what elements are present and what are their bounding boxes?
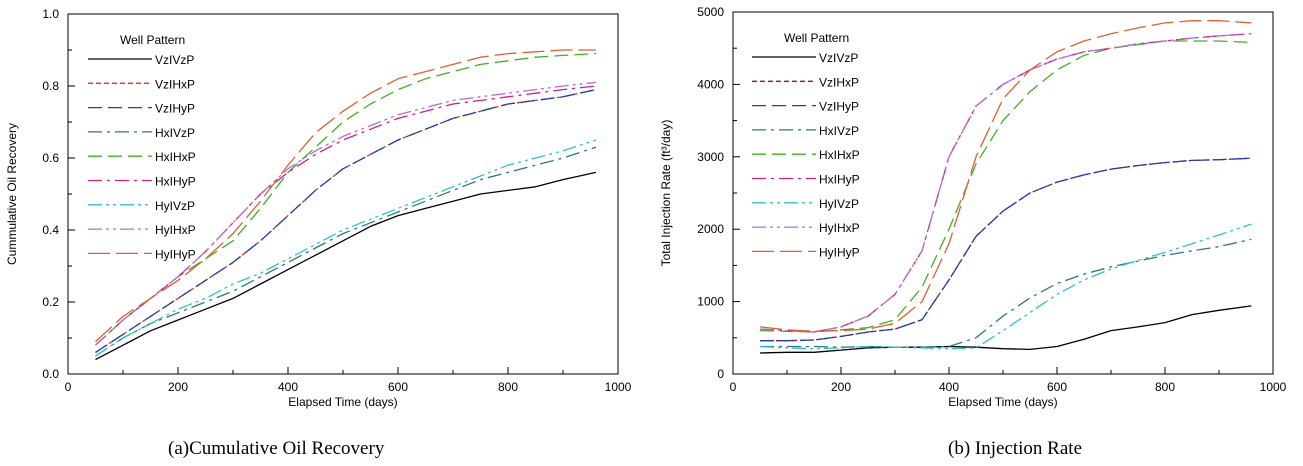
injection-legend-title: Well Pattern	[784, 31, 849, 45]
recovery-series-vzivzp	[95, 171, 597, 361]
injection-y-tick-label: 4000	[697, 77, 724, 91]
injection-series-vzihyp	[760, 157, 1252, 342]
recovery-series-hyihxp	[95, 81, 597, 346]
recovery-y-axis-title: Cummulative Oil Recovery	[5, 123, 19, 265]
recovery-chart: 0 200 400 600 800 1000 0.0 0.2 0.4 0.6 0.8 1.0 Elaps…	[5, 7, 632, 409]
caption-injection-rate: (b) Injection Rate	[948, 438, 1083, 459]
recovery-legend-label-hxihyp: HxIHyP	[155, 175, 196, 189]
recovery-x-axis-title: Elapsed Time (days)	[288, 395, 397, 409]
injection-x-tick-label: 1000	[1260, 380, 1287, 394]
injection-y-tick-label: 5000	[697, 5, 724, 19]
injection-x-axis-title: Elapsed Time (days)	[948, 395, 1057, 409]
recovery-y-tick-label: 1.0	[42, 7, 59, 21]
injection-x-tick-label: 200	[831, 380, 851, 394]
injection-series-hxivzp	[760, 238, 1252, 348]
recovery-legend-title: Well Pattern	[120, 33, 185, 47]
injection-legend-label-vzihyp: VzIHyP	[819, 100, 859, 114]
injection-x-tick-label: 800	[1155, 380, 1175, 394]
recovery-legend-label-hyihxp: HyIHxP	[155, 223, 196, 237]
injection-y-tick-label: 3000	[697, 150, 724, 164]
recovery-series-hxihyp	[95, 85, 597, 346]
recovery-legend-label-hxivzp: HxIVzP	[155, 126, 195, 140]
recovery-x-tick-label: 800	[498, 380, 518, 394]
injection-legend-label-hyivzp: HyIVzP	[819, 197, 859, 211]
injection-y-axis-title: Total Injection Rate (ft³/day)	[659, 120, 673, 267]
recovery-series-hyihyp	[95, 49, 596, 343]
injection-x-tick-label: 0	[730, 380, 737, 394]
recovery-y-tick-label: 0.6	[42, 151, 59, 165]
recovery-legend-label-hyihyp: HyIHyP	[155, 247, 196, 261]
injection-chart: 0 200 400 600 800 1000 0 1000 2000 3000 4000 5000 El…	[659, 5, 1287, 409]
caption-cumulative-oil-recovery: (a)Cumulative Oil Recovery	[168, 438, 385, 459]
injection-series-hyihyp	[759, 20, 1252, 332]
recovery-series-hxivzp	[95, 146, 597, 357]
injection-legend-label-vzihxp: VzIHxP	[819, 75, 859, 89]
recovery-y-tick-label: 0.8	[42, 79, 59, 93]
injection-x-tick-label: 600	[1047, 380, 1067, 394]
recovery-plot-frame	[67, 13, 619, 375]
recovery-series-hyivzp	[95, 139, 597, 357]
injection-x-tick-label: 400	[939, 380, 959, 394]
recovery-y-tick-label: 0.4	[42, 223, 59, 237]
injection-series-hyihxp	[759, 33, 1252, 333]
injection-y-tick-label: 0	[717, 367, 724, 381]
injection-y-tick-label: 2000	[697, 222, 724, 236]
injection-series-vzivzp	[759, 305, 1252, 354]
injection-legend-label-hxihyp: HxIHyP	[819, 173, 860, 187]
recovery-legend-label-vzihyp: VzIHyP	[155, 102, 195, 116]
injection-legend-label-hxihxp: HxIHxP	[819, 148, 860, 162]
injection-legend-label-vzivzp: VzIVzP	[819, 51, 858, 65]
recovery-x-tick-label: 200	[168, 380, 188, 394]
recovery-legend-label-hxihxp: HxIHxP	[155, 150, 196, 164]
recovery-x-tick-label: 600	[388, 380, 408, 394]
recovery-series-vzihyp	[95, 88, 597, 353]
recovery-x-tick-label: 0	[65, 380, 72, 394]
recovery-legend-label-vzivzp: VzIVzP	[155, 53, 194, 67]
injection-series-hyivzp	[759, 223, 1252, 350]
recovery-legend-label-hyivzp: HyIVzP	[155, 199, 195, 213]
recovery-legend-label-vzihxp: VzIHxP	[155, 77, 195, 91]
injection-legend-label-hyihxp: HyIHxP	[819, 221, 860, 235]
injection-plot-frame	[732, 11, 1274, 375]
recovery-x-tick-label: 400	[278, 380, 298, 394]
injection-y-tick-label: 1000	[697, 295, 724, 309]
recovery-y-tick-label: 0.2	[42, 295, 59, 309]
recovery-x-tick-label: 1000	[605, 380, 632, 394]
injection-legend-label-hxivzp: HxIVzP	[819, 124, 859, 138]
injection-legend-label-hyihyp: HyIHyP	[819, 245, 860, 259]
recovery-y-tick-label: 0.0	[42, 367, 59, 381]
